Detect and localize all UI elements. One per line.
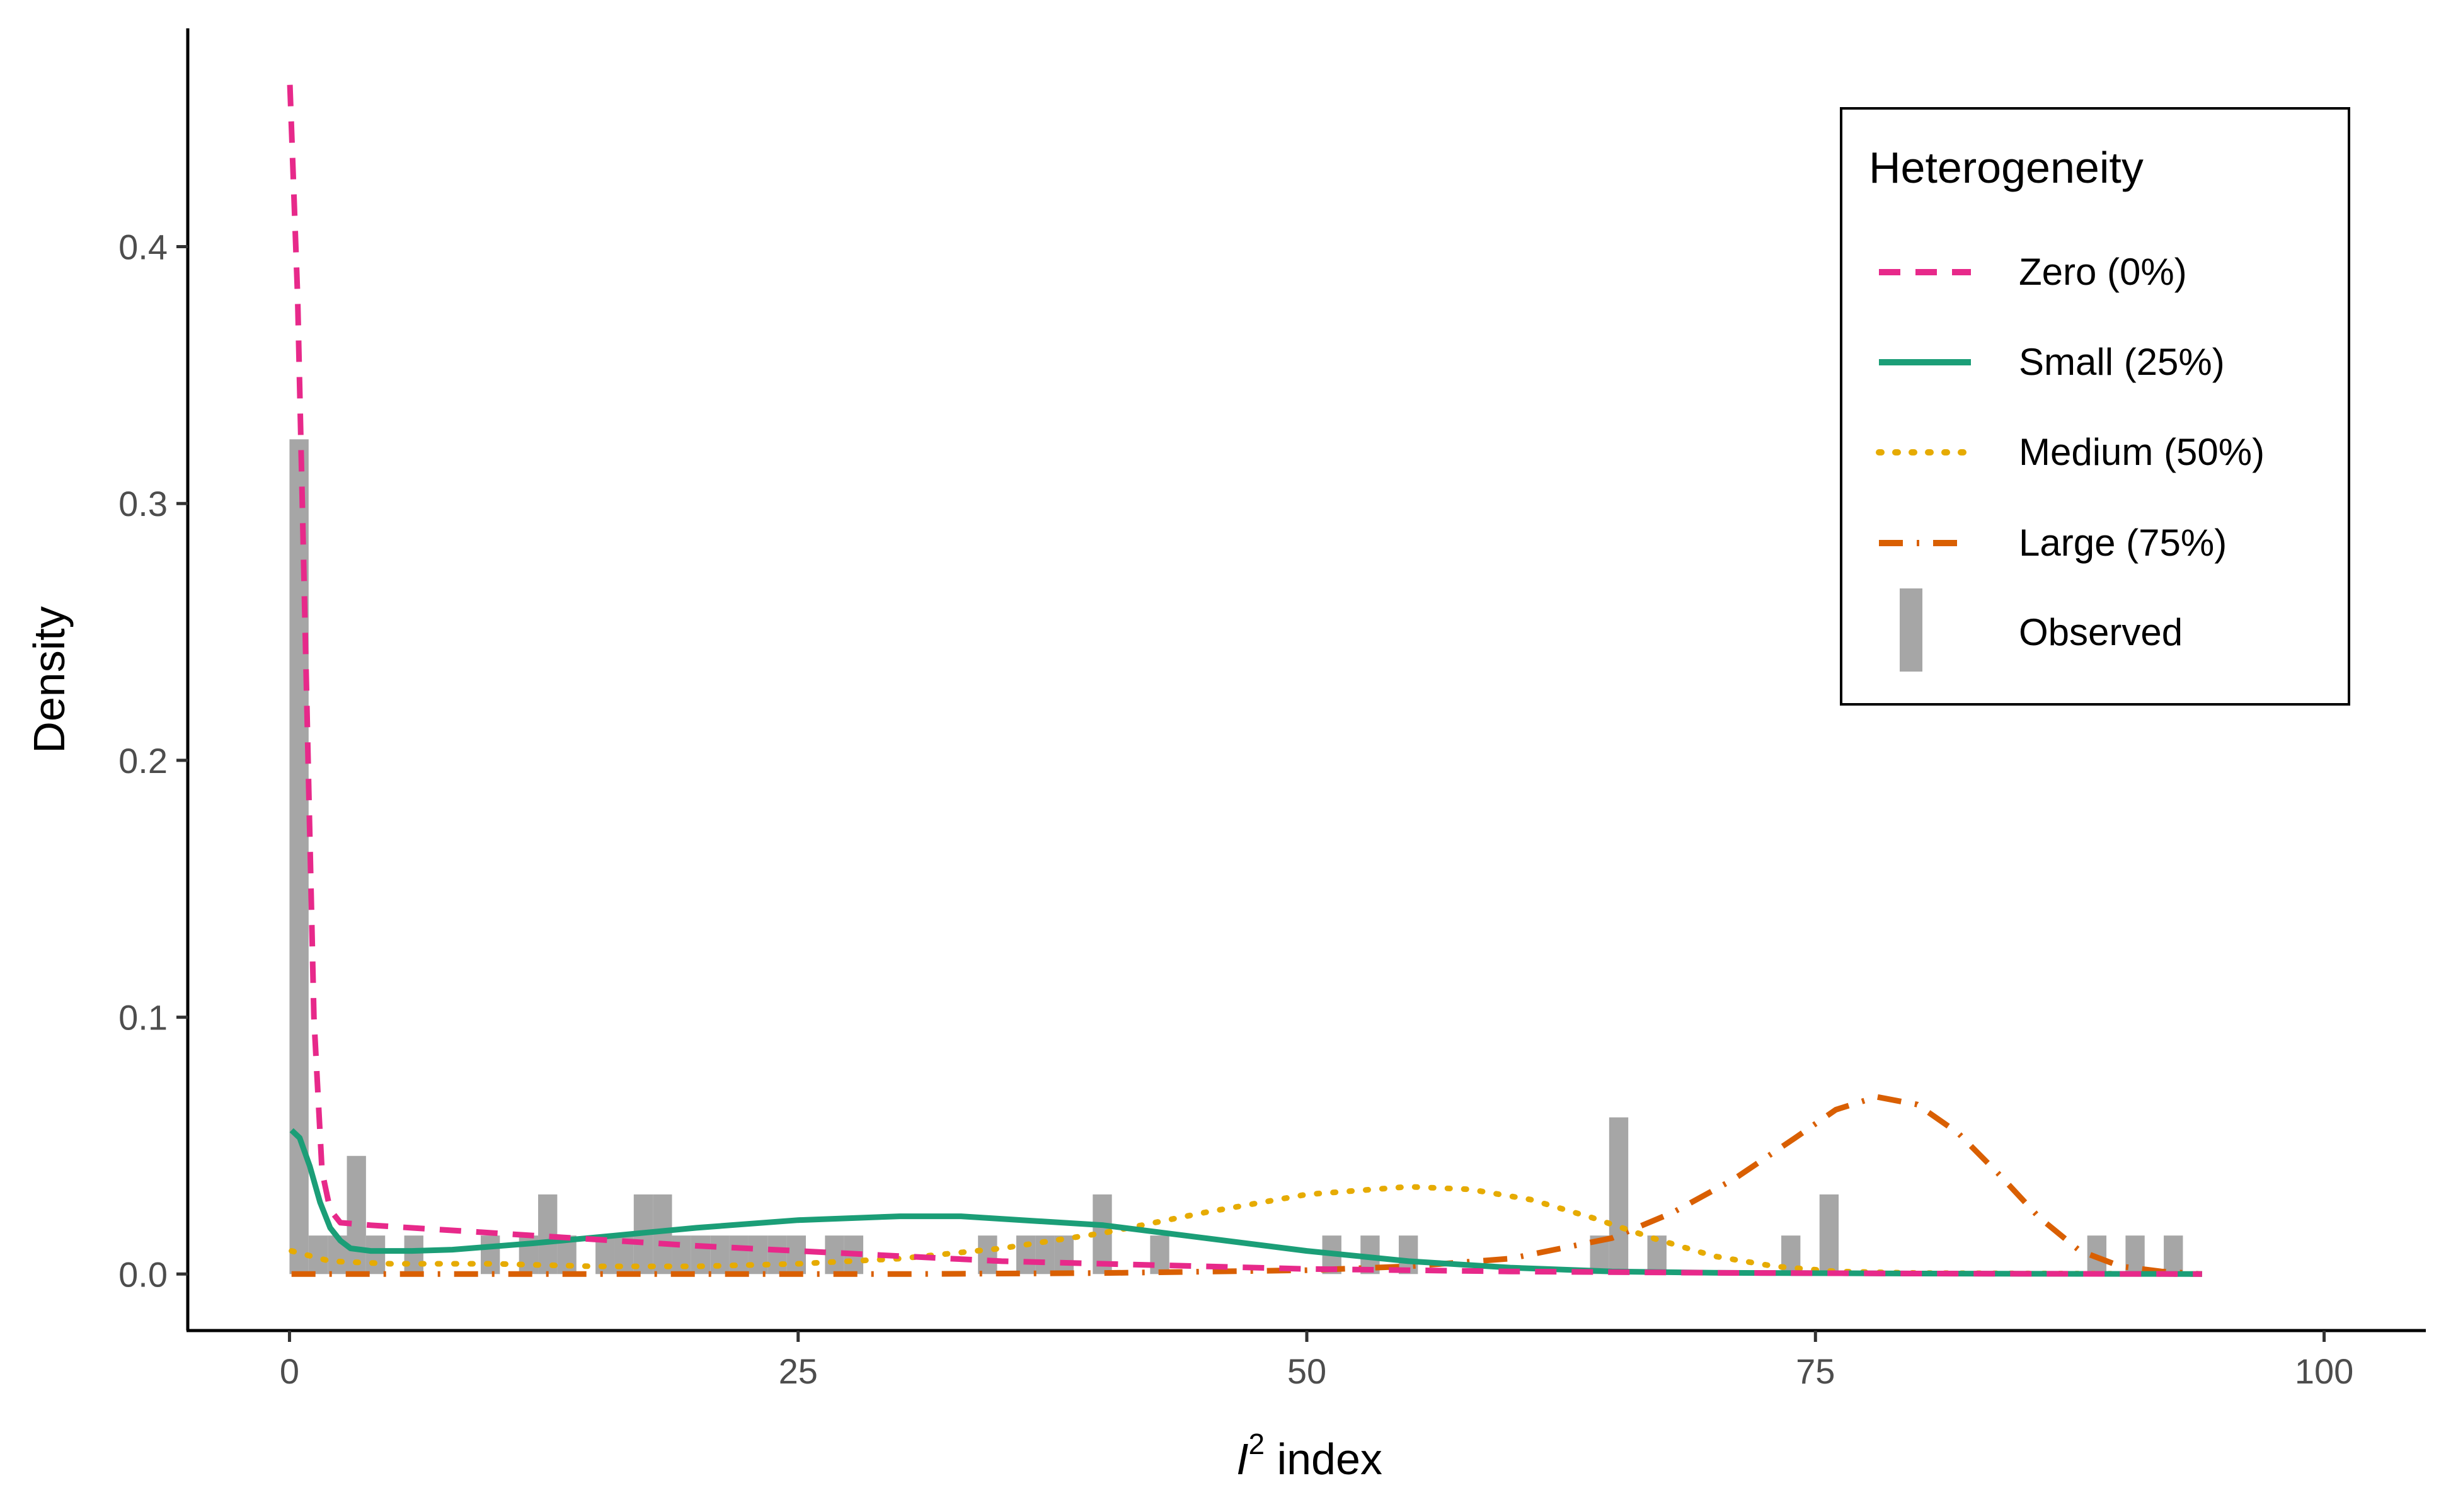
- x-axis-title-superscript: 2: [1249, 1428, 1265, 1460]
- histogram-bar: [480, 1235, 500, 1274]
- legend-label-medium: Medium (50%): [2019, 431, 2265, 473]
- x-tick-label: 25: [779, 1351, 818, 1391]
- histogram-bar: [978, 1235, 997, 1274]
- histogram-bar: [1647, 1235, 1667, 1274]
- histogram-bar: [347, 1155, 366, 1274]
- x-tick-label: 0: [280, 1351, 299, 1391]
- y-tick-label: 0.1: [118, 998, 168, 1038]
- histogram-bar: [1150, 1235, 1169, 1274]
- y-axis-title: Density: [25, 606, 74, 753]
- x-axis-ticks: 0 25 50 75 100: [280, 1331, 2353, 1391]
- density-curve-zero: [287, 84, 2202, 1277]
- histogram-bar: [2164, 1235, 2183, 1274]
- y-axis-ticks: 0.0 0.1 0.2 0.3 0.4: [118, 227, 188, 1294]
- legend-label-zero: Zero (0%): [2019, 251, 2187, 293]
- histogram-bar: [365, 1235, 386, 1274]
- histogram-bar: [748, 1235, 768, 1274]
- legend-label-large: Large (75%): [2019, 522, 2227, 564]
- x-axis-title-rest: index: [1265, 1435, 1382, 1484]
- legend-label-observed: Observed: [2019, 611, 2183, 653]
- histogram-bar: [1016, 1235, 1036, 1274]
- histogram-bar: [767, 1235, 787, 1274]
- legend-title: Heterogeneity: [1869, 143, 2144, 192]
- x-tick-label: 75: [1796, 1351, 1835, 1391]
- x-tick-label: 100: [2295, 1351, 2353, 1391]
- histogram-bar: [1819, 1194, 1839, 1274]
- legend-label-small: Small (25%): [2019, 341, 2225, 383]
- histogram-bar: [404, 1235, 423, 1274]
- x-tick-label: 50: [1287, 1351, 1326, 1391]
- x-axis-title-base: I: [1236, 1435, 1248, 1484]
- y-tick-label: 0.0: [118, 1254, 168, 1294]
- legend: Heterogeneity Zero (0%) Small (25%) Medi…: [1840, 107, 2350, 706]
- density-curve-medium: [289, 1184, 2205, 1277]
- histogram-bar: [786, 1235, 806, 1274]
- legend-key-observed: [1900, 588, 1922, 672]
- y-tick-label: 0.2: [118, 741, 168, 781]
- y-tick-label: 0.3: [118, 484, 168, 524]
- density-curve-large: [291, 1094, 2203, 1277]
- histogram-bar: [2125, 1235, 2145, 1274]
- x-axis-title: I2 index: [1236, 1428, 1382, 1484]
- legend-box: [1840, 107, 2350, 706]
- density-curves: [287, 84, 2205, 1277]
- legend-keys: [1876, 269, 1974, 672]
- y-tick-label: 0.4: [118, 227, 168, 267]
- density-curve-small: [289, 1128, 2202, 1277]
- histogram-bar: [1609, 1117, 1629, 1274]
